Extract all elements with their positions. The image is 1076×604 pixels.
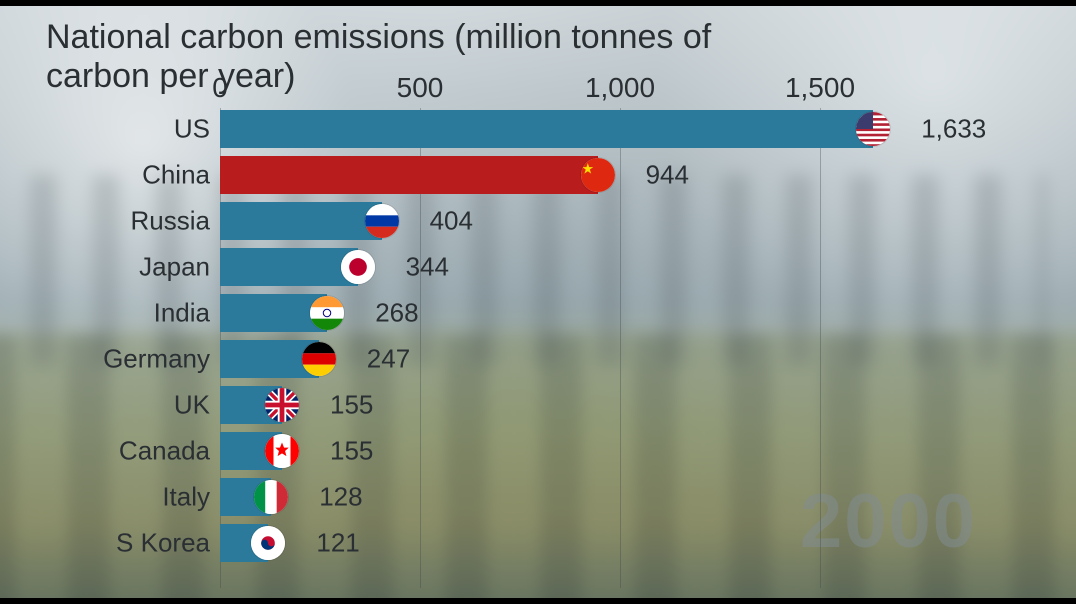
ca-flag-icon <box>265 434 299 468</box>
value-label: 247 <box>367 344 410 375</box>
country-label: Japan <box>139 252 220 283</box>
uk-flag-icon <box>265 388 299 422</box>
value-label: 1,633 <box>921 114 986 145</box>
axis-tick-label: 1,500 <box>770 72 870 104</box>
value-label: 268 <box>375 298 418 329</box>
bar-row: S Korea 121 <box>40 522 940 564</box>
us-flag-icon <box>856 112 890 146</box>
value-label: 155 <box>330 390 373 421</box>
value-label: 128 <box>319 482 362 513</box>
value-label: 344 <box>406 252 449 283</box>
country-label: UK <box>174 390 220 421</box>
letterbox-top <box>0 0 1076 6</box>
bar-row: US1,633 <box>40 108 940 150</box>
emissions-bar <box>220 110 873 148</box>
bar-row: Italy 128 <box>40 476 940 518</box>
value-label: 155 <box>330 436 373 467</box>
country-label: China <box>142 160 220 191</box>
country-label: India <box>154 298 220 329</box>
country-label: Italy <box>162 482 220 513</box>
ru-flag-icon <box>365 204 399 238</box>
bar-row: UK 155 <box>40 384 940 426</box>
bar-row: Canada 155 <box>40 430 940 472</box>
bar-row: Russia 404 <box>40 200 940 242</box>
value-label: 944 <box>646 160 689 191</box>
emissions-bar <box>220 248 358 286</box>
axis-tick-label: 1,000 <box>570 72 670 104</box>
bar-row: Japan 344 <box>40 246 940 288</box>
country-label: Germany <box>103 344 220 375</box>
bar-row: India 268 <box>40 292 940 334</box>
emissions-bar <box>220 202 382 240</box>
country-label: Russia <box>131 206 220 237</box>
kr-flag-icon <box>251 526 285 560</box>
it-flag-icon <box>254 480 288 514</box>
country-label: Canada <box>119 436 220 467</box>
axis-tick-label: 500 <box>370 72 470 104</box>
country-label: US <box>174 114 220 145</box>
country-label: S Korea <box>116 528 220 559</box>
jp-flag-icon <box>341 250 375 284</box>
emissions-bar <box>220 156 598 194</box>
letterbox-bottom <box>0 598 1076 604</box>
in-flag-icon <box>310 296 344 330</box>
bar-row: Germany 247 <box>40 338 940 380</box>
emissions-bar-chart: 05001,0001,500US1,633China944Russia404Ja… <box>40 108 940 588</box>
de-flag-icon <box>302 342 336 376</box>
value-label: 121 <box>316 528 359 559</box>
axis-tick-label: 0 <box>170 72 270 104</box>
bar-row: China 944 <box>40 154 940 196</box>
value-label: 404 <box>430 206 473 237</box>
cn-flag-icon <box>581 158 615 192</box>
